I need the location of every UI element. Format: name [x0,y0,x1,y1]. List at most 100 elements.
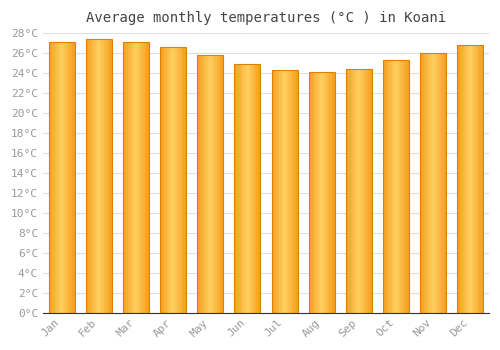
Bar [250,64,252,313]
Bar [348,69,350,313]
Bar [142,42,144,313]
Bar [476,45,477,313]
Bar [346,69,347,313]
Bar [392,60,394,313]
Bar [347,69,348,313]
Bar [52,42,54,313]
Bar [256,64,258,313]
Bar [169,47,170,313]
Bar [464,45,465,313]
Bar [328,72,330,313]
Bar [398,60,400,313]
Bar [436,53,437,313]
Bar [86,39,112,313]
Bar [170,47,172,313]
Bar [332,72,334,313]
Bar [90,39,91,313]
Bar [390,60,391,313]
Bar [426,53,428,313]
Bar [368,69,369,313]
Bar [48,42,74,313]
Bar [138,42,140,313]
Bar [51,42,52,313]
Bar [283,70,284,313]
Bar [234,64,236,313]
Bar [176,47,177,313]
Bar [205,55,206,313]
Bar [434,53,436,313]
Bar [396,60,398,313]
Bar [140,42,141,313]
Bar [246,64,248,313]
Bar [383,60,409,313]
Bar [106,39,108,313]
Bar [472,45,473,313]
Bar [387,60,388,313]
Bar [62,42,63,313]
Bar [369,69,370,313]
Bar [460,45,461,313]
Bar [312,72,314,313]
Bar [181,47,182,313]
Bar [314,72,315,313]
Bar [287,70,288,313]
Bar [60,42,62,313]
Bar [141,42,142,313]
Bar [320,72,322,313]
Bar [136,42,137,313]
Bar [366,69,368,313]
Bar [458,45,460,313]
Bar [319,72,320,313]
Bar [238,64,240,313]
Bar [430,53,432,313]
Bar [130,42,132,313]
Bar [355,69,356,313]
Bar [424,53,426,313]
Bar [198,55,200,313]
Bar [210,55,212,313]
Bar [295,70,296,313]
Bar [473,45,474,313]
Bar [259,64,260,313]
Bar [88,39,90,313]
Bar [202,55,203,313]
Bar [276,70,278,313]
Bar [358,69,359,313]
Bar [50,42,51,313]
Bar [255,64,256,313]
Bar [237,64,238,313]
Bar [108,39,109,313]
Bar [402,60,404,313]
Bar [220,55,222,313]
Bar [326,72,327,313]
Bar [172,47,173,313]
Bar [359,69,360,313]
Bar [56,42,58,313]
Bar [462,45,464,313]
Bar [441,53,442,313]
Bar [288,70,290,313]
Bar [180,47,181,313]
Bar [310,72,312,313]
Bar [470,45,472,313]
Bar [248,64,250,313]
Bar [428,53,429,313]
Bar [110,39,112,313]
Bar [478,45,480,313]
Bar [406,60,408,313]
Bar [272,70,273,313]
Bar [386,60,387,313]
Bar [400,60,401,313]
Bar [91,39,92,313]
Bar [146,42,148,313]
Bar [63,42,64,313]
Bar [58,42,59,313]
Bar [362,69,364,313]
Bar [212,55,213,313]
Bar [87,39,88,313]
Bar [216,55,218,313]
Bar [96,39,98,313]
Bar [123,42,124,313]
Bar [391,60,392,313]
Bar [178,47,180,313]
